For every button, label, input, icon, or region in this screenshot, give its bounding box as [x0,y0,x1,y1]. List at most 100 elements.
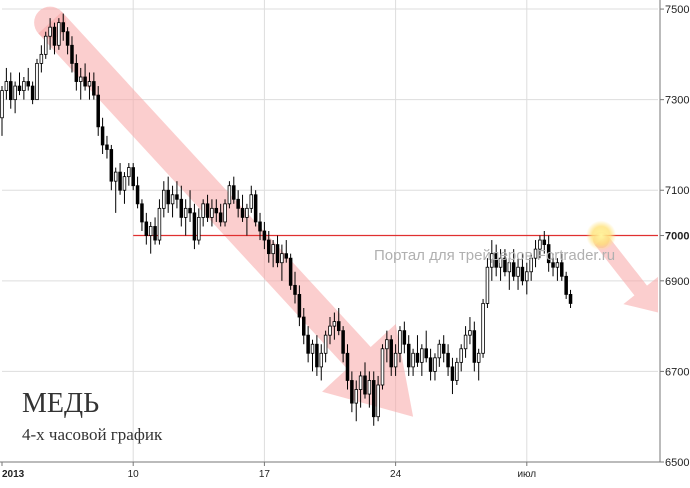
candle-body [498,257,503,268]
candle-body [258,221,262,232]
candle-body [376,384,380,418]
candle-body [306,334,310,354]
candle-body [4,81,9,91]
candle-body [0,90,4,119]
candle-body [26,81,30,87]
x-axis-ticks: 2013 10 17 24 июл [1,462,536,480]
candle-body [332,321,337,327]
candle-body [245,207,249,218]
candle-body [406,343,411,368]
x-tick-label: 2013 [2,469,25,480]
y-tick-label: 7500 [665,4,689,16]
candle-body [205,203,210,218]
candle-body [109,149,114,182]
trend-arrow [594,235,658,313]
candle-body [302,316,306,336]
y-tick-label: 7300 [665,95,689,107]
candle-body [232,185,236,200]
candle-body [350,380,354,404]
candle-body [402,330,407,345]
candle-body [113,171,118,182]
candle-body [74,63,79,82]
y-tick-label: 6700 [665,366,689,378]
chart-title: МЕДЬ [22,388,99,419]
candle-body [188,207,192,214]
watermark-text: Портал для трейдеров Fortrader.ru [374,247,615,264]
candle-body [170,194,175,205]
candle-body [288,257,293,286]
candle-body [22,81,26,91]
candle-body [153,226,157,241]
candle-body [162,189,166,209]
candle-body [43,35,48,55]
candle-body [328,325,332,336]
candle-body [240,207,245,218]
candle-body [227,185,232,205]
candle-body [367,380,372,395]
candle-body [166,189,170,205]
highlight-marker [586,220,617,251]
candle-body [201,203,205,218]
candle-body [92,81,96,96]
candle-body [560,262,564,277]
candle-body [380,348,385,386]
candle-body [568,294,573,304]
candle-body [551,262,555,268]
candle-body [105,144,109,150]
candle-body [48,26,52,37]
candle-body [315,343,319,368]
candle-body [271,244,275,255]
candle-body [280,253,284,264]
x-tick-label: 10 [128,469,140,480]
y-tick-label: 7000 [665,231,689,243]
candle-body [223,203,227,223]
candle-body [472,330,477,363]
y-tick-label: 6500 [665,457,689,469]
candle-body [17,85,22,91]
candle-body [218,212,223,223]
candle-body [35,63,39,101]
candle-body [525,271,529,282]
candle-body [319,352,324,368]
candle-body [262,230,267,241]
candle-body [30,85,35,101]
candle-body [210,207,214,218]
candle-body [520,266,525,282]
candle-body [463,334,468,350]
candle-body [507,262,512,273]
candle-body [446,352,450,368]
candle-body [275,244,280,264]
candle-body [118,171,122,191]
x-tick-label: 17 [259,469,271,480]
candle-body [455,361,459,381]
candle-body [8,81,13,101]
candle-body [468,330,472,336]
candle-body [148,226,153,236]
candle-body [310,343,315,354]
candle-body [415,352,420,363]
candle-body [411,352,415,368]
y-tick-label: 6900 [665,276,689,288]
candle-body [39,53,44,64]
candle-body [450,366,455,381]
candle-body [433,357,437,372]
candle-body [516,266,520,277]
candle-body [65,31,70,46]
candle-body [420,348,424,363]
candle-body [371,380,376,418]
candle-body [336,321,341,332]
candle-body [345,352,350,381]
y-tick-label: 7100 [665,185,689,197]
candle-body [363,375,367,395]
chart-subtitle: 4-х часовой график [22,425,163,444]
candle-body [428,357,433,372]
candle-body [297,294,302,318]
y-axis-ticks: 7500 7300 7100 7000 6900 6700 6500 [660,4,689,469]
candle-body [441,343,446,354]
candle-body [83,76,87,87]
candle-body [135,185,140,205]
candle-body [538,239,542,250]
candle-body [70,44,74,64]
candle-body [131,167,135,187]
